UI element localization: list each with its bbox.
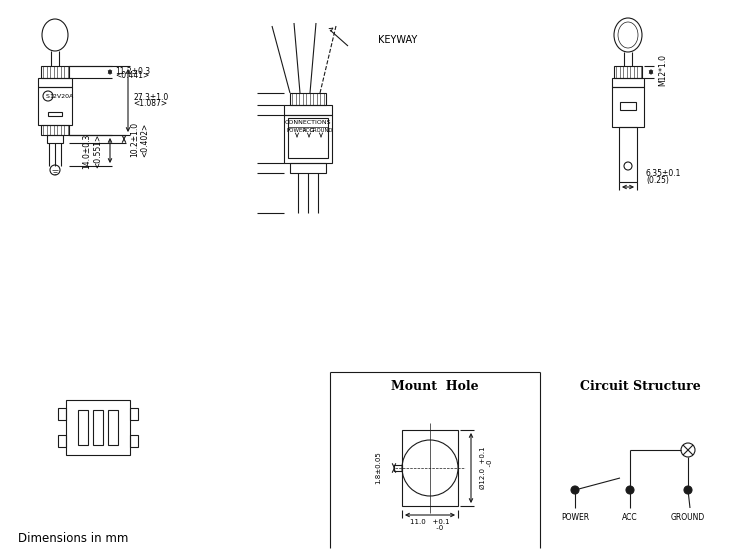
Circle shape — [571, 486, 579, 494]
Text: 14.0±0.3
<0.551>: 14.0±0.3 <0.551> — [83, 133, 102, 169]
Bar — [620, 102, 636, 110]
Text: GROUND: GROUND — [671, 514, 705, 522]
Bar — [48, 112, 62, 116]
Bar — [290, 163, 326, 173]
Text: 11.2±0.3: 11.2±0.3 — [115, 68, 150, 76]
Text: POWER: POWER — [561, 514, 589, 522]
Bar — [38, 78, 72, 87]
Circle shape — [626, 486, 634, 494]
Text: GROUND: GROUND — [309, 129, 332, 134]
Bar — [47, 135, 63, 143]
Bar — [284, 115, 332, 163]
Text: Dimensions in mm: Dimensions in mm — [18, 531, 128, 544]
Bar — [394, 465, 402, 471]
Text: S: S — [46, 94, 50, 98]
Bar — [612, 87, 644, 127]
Text: M12*1.0: M12*1.0 — [658, 54, 667, 86]
Text: ACC: ACC — [303, 129, 314, 134]
Bar — [614, 66, 642, 78]
Text: POWER: POWER — [287, 129, 307, 134]
Text: ACC: ACC — [622, 514, 638, 522]
Text: <1.087>: <1.087> — [133, 98, 167, 107]
Bar — [619, 127, 637, 182]
Bar — [41, 66, 69, 78]
Bar — [108, 410, 118, 445]
Text: 11.0   +0.1
         -0: 11.0 +0.1 -0 — [410, 519, 450, 531]
Bar — [66, 400, 130, 455]
Bar — [402, 430, 458, 506]
Bar — [41, 125, 69, 135]
Bar — [38, 87, 72, 125]
Text: KEYWAY: KEYWAY — [379, 35, 418, 45]
Bar — [130, 435, 138, 447]
Bar — [58, 435, 66, 447]
Text: (0.25): (0.25) — [646, 175, 669, 184]
Text: Mount  Hole: Mount Hole — [391, 380, 479, 393]
Text: Ø12.0  +0.1
          -0: Ø12.0 +0.1 -0 — [480, 447, 493, 490]
Text: 1.8±0.05: 1.8±0.05 — [375, 452, 381, 485]
Text: 12V20A: 12V20A — [49, 94, 73, 98]
Bar — [78, 410, 88, 445]
Bar — [288, 118, 328, 158]
Text: 27.3±1.0: 27.3±1.0 — [133, 94, 168, 102]
Bar — [284, 105, 332, 115]
Text: <0.441>: <0.441> — [115, 72, 149, 80]
Bar — [93, 410, 103, 445]
Text: 10.2±1.0
<0.402>: 10.2±1.0 <0.402> — [130, 122, 149, 157]
Bar — [290, 93, 326, 105]
Text: Circuit Structure: Circuit Structure — [580, 380, 701, 393]
Bar — [58, 408, 66, 420]
Text: CONNECTIONS: CONNECTIONS — [285, 120, 331, 125]
Text: 6.35±0.1: 6.35±0.1 — [646, 169, 681, 179]
Circle shape — [684, 486, 692, 494]
Bar — [130, 408, 138, 420]
Bar — [612, 78, 644, 87]
